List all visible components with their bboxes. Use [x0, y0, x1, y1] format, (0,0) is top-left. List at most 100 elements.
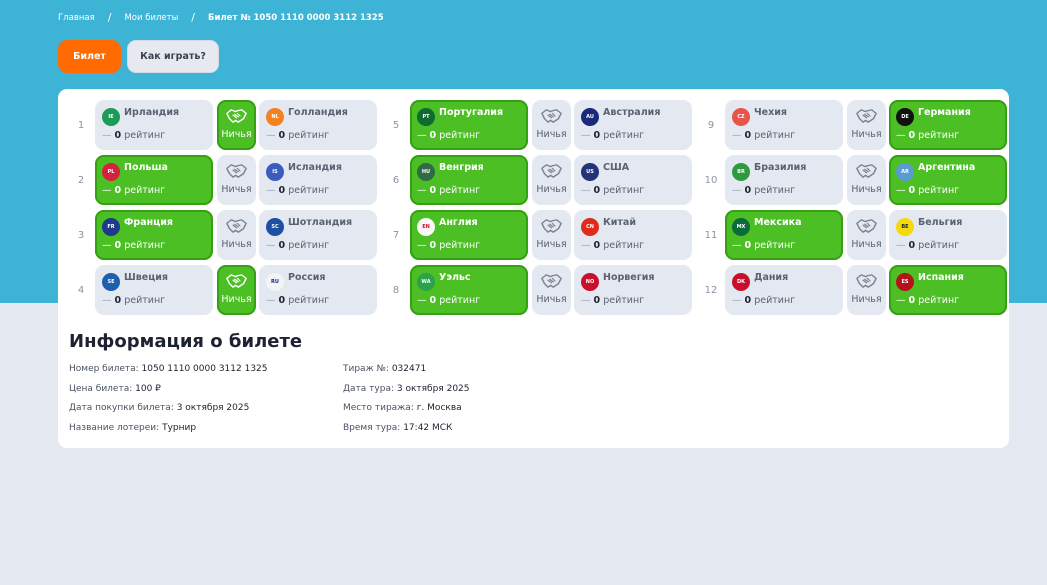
team-name: Чехия — [754, 107, 788, 118]
team-option-home[interactable]: PL Польша — 0 рейтинг — [95, 155, 213, 205]
draw-option[interactable]: Ничья — [217, 100, 256, 150]
draw-label: Ничья — [851, 129, 882, 140]
draw-label: Ничья — [221, 294, 252, 305]
draw-option[interactable]: Ничья — [217, 155, 256, 205]
team-rating: — 0 рейтинг — [896, 240, 960, 251]
handshake-icon — [226, 274, 247, 288]
team-option-away[interactable]: US США — 0 рейтинг — [574, 155, 692, 205]
team-name: Россия — [288, 272, 326, 283]
draw-option[interactable]: Ничья — [532, 100, 571, 150]
match-row: 8 WA Уэльс — 0 рейтинг Ничья NO Норвегия — 0 ре… — [382, 265, 692, 315]
team-option-away[interactable]: ES Испания — 0 рейтинг — [889, 265, 1007, 315]
draw-option[interactable]: Ничья — [217, 210, 256, 260]
draw-option[interactable]: Ничья — [847, 155, 886, 205]
how-to-play-button[interactable]: Как играть? — [127, 40, 219, 73]
team-option-home[interactable]: SE Швеция — 0 рейтинг — [95, 265, 213, 315]
handshake-icon — [856, 164, 877, 178]
team-option-away[interactable]: BE Бельгия — 0 рейтинг — [889, 210, 1007, 260]
info-tour-date: Дата тура: 3 октября 2025 — [343, 383, 470, 394]
match-row: 2 PL Польша — 0 рейтинг Ничья IS Исландия — 0 р… — [67, 155, 377, 205]
flag-icon: RU — [266, 273, 284, 291]
flag-icon: NO — [581, 273, 599, 291]
team-name: США — [603, 162, 630, 173]
team-rating: — 0 рейтинг — [417, 130, 481, 141]
team-option-home[interactable]: CZ Чехия — 0 рейтинг — [725, 100, 843, 150]
team-name: Швеция — [124, 272, 168, 283]
handshake-icon — [541, 109, 562, 123]
breadcrumb-separator: / — [191, 11, 196, 24]
team-rating: — 0 рейтинг — [266, 185, 330, 196]
match-row: 5 PT Португалия — 0 рейтинг Ничья AU Австралия… — [382, 100, 692, 150]
team-name: Ирландия — [124, 107, 180, 118]
flag-icon: AR — [896, 163, 914, 181]
team-option-home[interactable]: DK Дания — 0 рейтинг — [725, 265, 843, 315]
team-name: Франция — [124, 217, 173, 228]
match-number: 11 — [704, 229, 718, 241]
action-buttons: Билет Как играть? — [58, 40, 219, 73]
draw-label: Ничья — [221, 239, 252, 250]
match-number: 1 — [77, 119, 85, 131]
info-column-right: Тираж №: 032471 Дата тура: 3 октября 202… — [343, 364, 470, 442]
flag-icon: DK — [732, 273, 750, 291]
match-number: 10 — [704, 174, 718, 186]
match-number: 2 — [77, 174, 85, 186]
team-option-home[interactable]: PT Португалия — 0 рейтинг — [410, 100, 528, 150]
draw-option[interactable]: Ничья — [217, 265, 256, 315]
team-option-away[interactable]: DE Германия — 0 рейтинг — [889, 100, 1007, 150]
info-column-left: Номер билета: 1050 1110 0000 3112 1325 Ц… — [69, 364, 268, 442]
breadcrumb-separator: / — [107, 11, 112, 24]
match-row: 9 CZ Чехия — 0 рейтинг Ничья DE Германия — 0 ре… — [697, 100, 1007, 150]
team-option-home[interactable]: WA Уэльс — 0 рейтинг — [410, 265, 528, 315]
draw-option[interactable]: Ничья — [847, 100, 886, 150]
team-option-away[interactable]: SC Шотландия — 0 рейтинг — [259, 210, 377, 260]
match-row: 7 EN Англия — 0 рейтинг Ничья CN Китай — 0 рейт… — [382, 210, 692, 260]
team-rating: — 0 рейтинг — [417, 295, 481, 306]
info-tour-time: Время тура: 17:42 МСК — [343, 422, 453, 433]
breadcrumb-home-link[interactable]: Главная — [58, 12, 95, 23]
match-row: 10 BR Бразилия — 0 рейтинг Ничья AR Аргентина —… — [697, 155, 1007, 205]
draw-label: Ничья — [851, 294, 882, 305]
team-name: Англия — [439, 217, 478, 228]
team-name: Польша — [124, 162, 168, 173]
team-option-home[interactable]: IE Ирландия — 0 рейтинг — [95, 100, 213, 150]
team-rating: — 0 рейтинг — [417, 240, 481, 251]
ticket-button[interactable]: Билет — [58, 40, 121, 73]
team-rating: — 0 рейтинг — [581, 295, 645, 306]
team-option-away[interactable]: NL Голландия — 0 рейтинг — [259, 100, 377, 150]
breadcrumb-my-tickets-link[interactable]: Мои билеты — [124, 12, 179, 23]
draw-option[interactable]: Ничья — [532, 155, 571, 205]
team-option-home[interactable]: BR Бразилия — 0 рейтинг — [725, 155, 843, 205]
team-name: Норвегия — [603, 272, 655, 283]
team-option-home[interactable]: EN Англия — 0 рейтинг — [410, 210, 528, 260]
team-rating: — 0 рейтинг — [581, 240, 645, 251]
team-option-away[interactable]: AU Австралия — 0 рейтинг — [574, 100, 692, 150]
team-option-home[interactable]: FR Франция — 0 рейтинг — [95, 210, 213, 260]
team-rating: — 0 рейтинг — [896, 130, 960, 141]
handshake-icon — [226, 219, 247, 233]
draw-option[interactable]: Ничья — [847, 210, 886, 260]
draw-label: Ничья — [221, 129, 252, 140]
match-number: 4 — [77, 284, 85, 296]
team-option-away[interactable]: CN Китай — 0 рейтинг — [574, 210, 692, 260]
match-row: 1 IE Ирландия — 0 рейтинг Ничья NL Голландия — … — [67, 100, 377, 150]
flag-icon: FR — [102, 218, 120, 236]
flag-icon: DE — [896, 108, 914, 126]
match-number: 3 — [77, 229, 85, 241]
team-option-away[interactable]: NO Норвегия — 0 рейтинг — [574, 265, 692, 315]
team-option-home[interactable]: HU Венгрия — 0 рейтинг — [410, 155, 528, 205]
team-name: Исландия — [288, 162, 342, 173]
team-option-home[interactable]: MX Мексика — 0 рейтинг — [725, 210, 843, 260]
draw-option[interactable]: Ничья — [847, 265, 886, 315]
team-rating: — 0 рейтинг — [732, 295, 796, 306]
team-rating: — 0 рейтинг — [732, 130, 796, 141]
breadcrumb-current: Билет № 1050 1110 0000 3112 1325 — [208, 12, 384, 23]
draw-option[interactable]: Ничья — [532, 210, 571, 260]
team-option-away[interactable]: IS Исландия — 0 рейтинг — [259, 155, 377, 205]
match-number: 8 — [392, 284, 400, 296]
draw-option[interactable]: Ничья — [532, 265, 571, 315]
team-rating: — 0 рейтинг — [102, 295, 166, 306]
handshake-icon — [856, 109, 877, 123]
flag-icon: IS — [266, 163, 284, 181]
team-option-away[interactable]: RU Россия — 0 рейтинг — [259, 265, 377, 315]
team-option-away[interactable]: AR Аргентина — 0 рейтинг — [889, 155, 1007, 205]
